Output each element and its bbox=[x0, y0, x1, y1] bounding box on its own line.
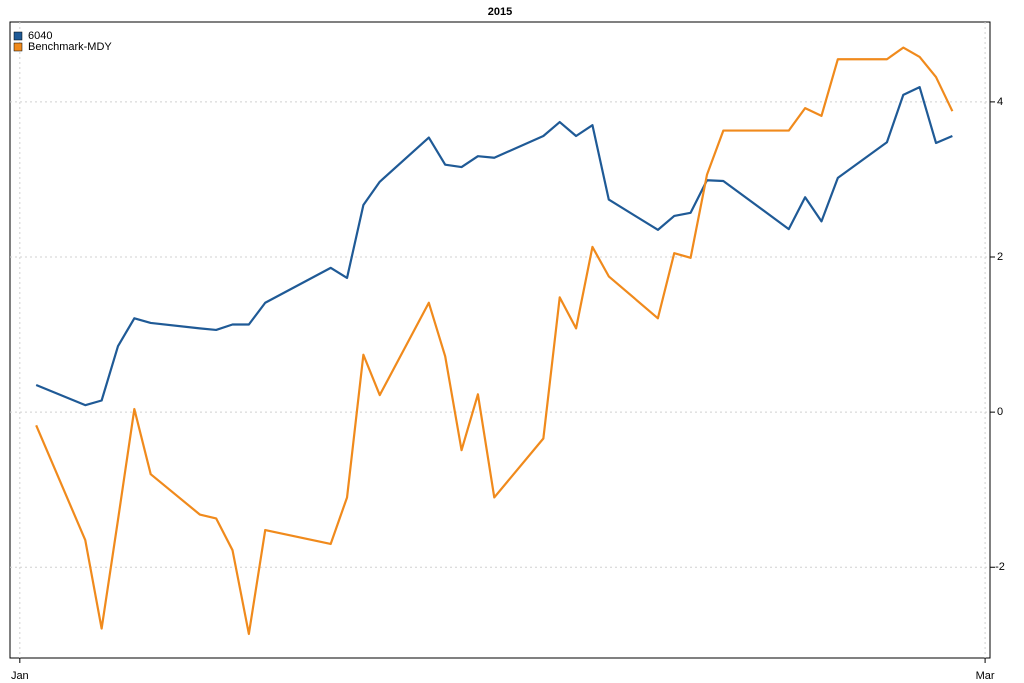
x-tick-label: Mar bbox=[976, 670, 995, 682]
legend-swatch bbox=[13, 42, 23, 52]
series-line bbox=[35, 86, 953, 407]
y-tick-label: -2 bbox=[995, 561, 1005, 573]
x-tick-label: Jan bbox=[11, 670, 29, 682]
y-tick-label: 2 bbox=[997, 251, 1003, 263]
legend-swatch bbox=[13, 31, 23, 41]
y-tick-label: 4 bbox=[997, 96, 1003, 108]
y-tick-label: 0 bbox=[997, 406, 1003, 418]
chart-title: 2015 bbox=[488, 6, 512, 18]
legend-label: 6040 bbox=[28, 30, 52, 42]
legend-label: Benchmark-MDY bbox=[28, 41, 112, 53]
plot-frame bbox=[9, 21, 991, 659]
series-line bbox=[35, 46, 954, 636]
